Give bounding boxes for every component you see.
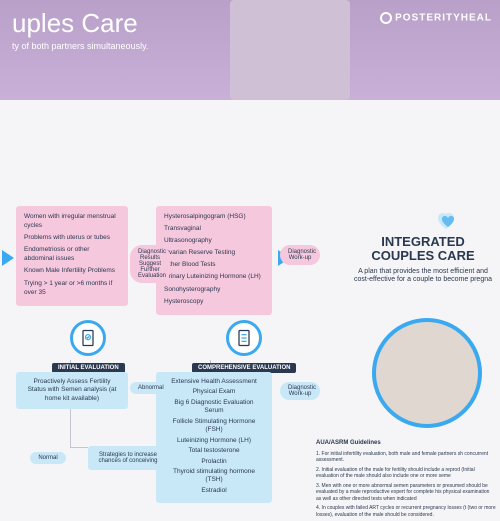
- comprehensive-eval-node: COMPREHENSIVE EVALUATION: [192, 320, 296, 374]
- connector: [70, 405, 71, 447]
- heart-icon: [434, 208, 458, 232]
- header-banner: uples Care ty of both partners simultane…: [0, 0, 500, 100]
- clipboard-icon: [70, 320, 106, 356]
- comprehensive-tests-box: Extensive Health Assessment Physical Exa…: [156, 372, 272, 503]
- fertility-assess-box: Proactively Assess Fertility Status with…: [16, 372, 128, 409]
- diag-label-1: Diagnostic Results Suggest Further Evalu…: [130, 245, 170, 283]
- abnormal-label: Abnormal: [130, 382, 166, 394]
- diag-label-2: Diagnostic Work-up: [280, 245, 320, 265]
- document-icon: [226, 320, 262, 356]
- arrow-1: [2, 250, 14, 266]
- integrated-section: INTEGRATED COUPLES CARE A plan that prov…: [354, 235, 492, 284]
- integrated-title: INTEGRATED COUPLES CARE: [354, 235, 492, 264]
- diag-label-3: Diagnostic Work-up: [280, 382, 320, 400]
- initial-eval-node: INITIAL EVALUATION: [52, 320, 125, 374]
- integrated-desc: A plan that provides the most efficient …: [354, 268, 492, 285]
- couple-photo-header: [230, 0, 350, 100]
- couple-photo-circle: [372, 318, 482, 428]
- normal-label: Normal: [30, 452, 66, 464]
- strategies-box: Strategies to increase chances of concei…: [88, 446, 168, 470]
- symptoms-box: Women with irregular menstrual cycles Pr…: [16, 206, 128, 306]
- flow-content: INTEGRATED COUPLES CARE A plan that prov…: [0, 100, 500, 500]
- guidelines-section: AUA/ASRM Guidelines 1. For initial infer…: [316, 440, 496, 521]
- connector: [70, 447, 88, 448]
- tests-box: Hysterosalpingogram (HSG) Transvaginal U…: [156, 206, 272, 315]
- logo: POSTERITYHEAL: [380, 12, 492, 24]
